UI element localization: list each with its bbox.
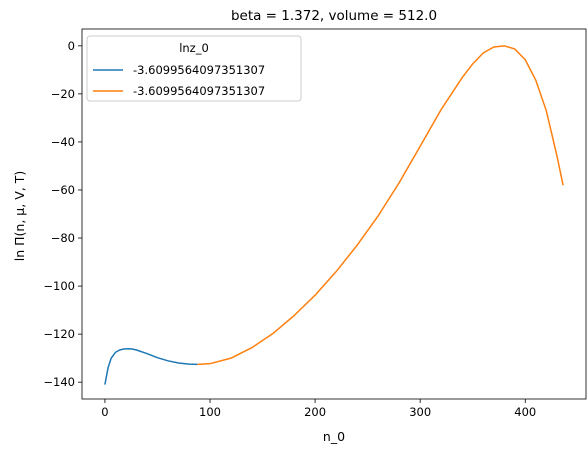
axes: 0 100 200 300 400 0 −20 −40 −60 −80 −100 −120 −140 xyxy=(43,28,587,419)
y-tick-label: −40 xyxy=(51,135,75,149)
x-tick-label: 400 xyxy=(514,405,536,419)
legend-entry-series-2: -3.6099564097351307 xyxy=(133,84,265,98)
y-tick-label: −140 xyxy=(43,375,75,389)
y-tick-label: −120 xyxy=(43,327,75,341)
legend-title: lnz_0 xyxy=(179,41,209,55)
legend-box xyxy=(86,35,302,102)
y-tick-label: −100 xyxy=(43,279,75,293)
y-tick-label: 0 xyxy=(68,39,75,53)
chart-title: beta = 1.372, volume = 512.0 xyxy=(231,8,437,24)
series-line-2 xyxy=(197,45,564,366)
y-tick-label: −20 xyxy=(51,87,75,101)
legend-entry-series-1: -3.6099564097351307 xyxy=(133,63,265,77)
legend: lnz_0 -3.6099564097351307 -3.60995640973… xyxy=(86,35,302,102)
x-tick-label: 100 xyxy=(199,405,221,419)
x-axis-label: n_0 xyxy=(323,429,345,444)
y-tick-label: −60 xyxy=(51,183,75,197)
y-axis-label: ln Π(n, μ, V, T) xyxy=(12,171,27,261)
series-line-1 xyxy=(104,348,198,385)
axes-frame xyxy=(81,28,587,400)
y-tick-label: −80 xyxy=(51,231,75,245)
x-tick-label: 0 xyxy=(101,405,108,419)
x-tick-label: 300 xyxy=(409,405,431,419)
x-tick-label: 200 xyxy=(304,405,326,419)
